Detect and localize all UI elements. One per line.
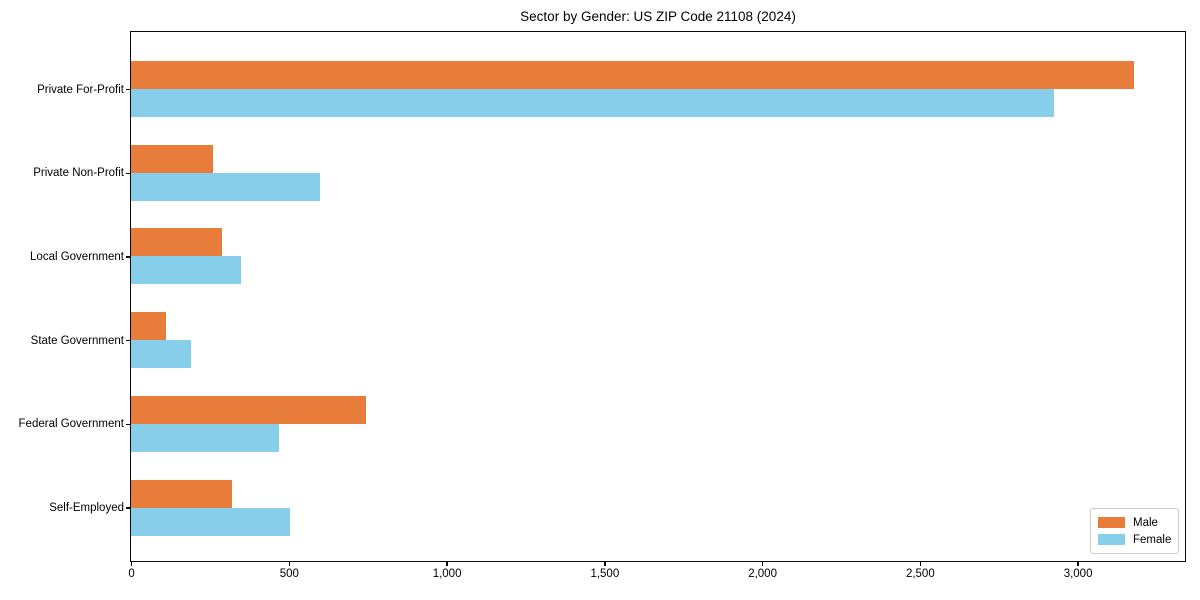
bar-male-0 (131, 61, 1135, 89)
x-tick-label: 0 (128, 568, 135, 580)
x-tick-mark (446, 561, 448, 566)
y-tick-mark (126, 507, 131, 509)
bar-male-3 (131, 312, 166, 341)
legend-label-female: Female (1133, 533, 1172, 546)
x-tick-mark (288, 561, 291, 566)
y-tick-mark (126, 172, 131, 175)
y-tick-mark (126, 256, 131, 258)
legend-label-male: Male (1133, 516, 1158, 529)
x-tick-mark (604, 561, 606, 566)
legend: Male Female (1090, 508, 1179, 554)
bar-male-1 (131, 144, 214, 173)
legend-item-male: Male (1098, 517, 1178, 529)
x-tick-label: 2,500 (905, 568, 935, 580)
legend-swatch-female (1098, 534, 1125, 545)
y-tick-mark (126, 423, 131, 426)
x-tick-label: 1,000 (432, 568, 462, 580)
y-tick-mark (126, 88, 131, 91)
y-axis-label: State Government (30, 334, 124, 347)
chart-title: Sector by Gender: US ZIP Code 21108 (202… (520, 9, 796, 24)
x-tick-label: 1,500 (590, 568, 620, 580)
y-axis-label: Private Non-Profit (33, 167, 124, 180)
plot-area (130, 31, 1186, 562)
x-tick-label: 500 (279, 568, 299, 580)
y-axis-label: Self-Employed (49, 502, 124, 515)
x-tick-label: 2,000 (748, 568, 777, 580)
x-tick-mark (761, 561, 764, 566)
bar-female-0 (131, 89, 1054, 117)
y-tick-mark (126, 339, 131, 342)
x-tick-mark (130, 561, 133, 566)
y-axis-label: Local Government (30, 251, 124, 263)
bar-female-4 (131, 423, 280, 452)
bar-male-5 (131, 479, 232, 508)
bar-female-2 (131, 256, 242, 285)
y-axis-label: Private For-Profit (37, 83, 124, 96)
bar-male-2 (131, 228, 223, 257)
legend-swatch-male (1098, 517, 1125, 528)
x-tick-mark (919, 561, 922, 566)
bar-female-1 (131, 172, 321, 201)
legend-item-female: Female (1098, 534, 1178, 546)
x-tick-mark (1077, 561, 1079, 566)
bar-female-5 (131, 507, 291, 536)
x-tick-label: 3,000 (1063, 568, 1093, 580)
y-axis-labels: Private For-Profit Private Non-Profit Loca… (0, 0, 124, 600)
y-axis-label: Federal Government (18, 418, 124, 431)
bar-female-3 (131, 340, 191, 369)
bar-male-4 (131, 395, 367, 424)
